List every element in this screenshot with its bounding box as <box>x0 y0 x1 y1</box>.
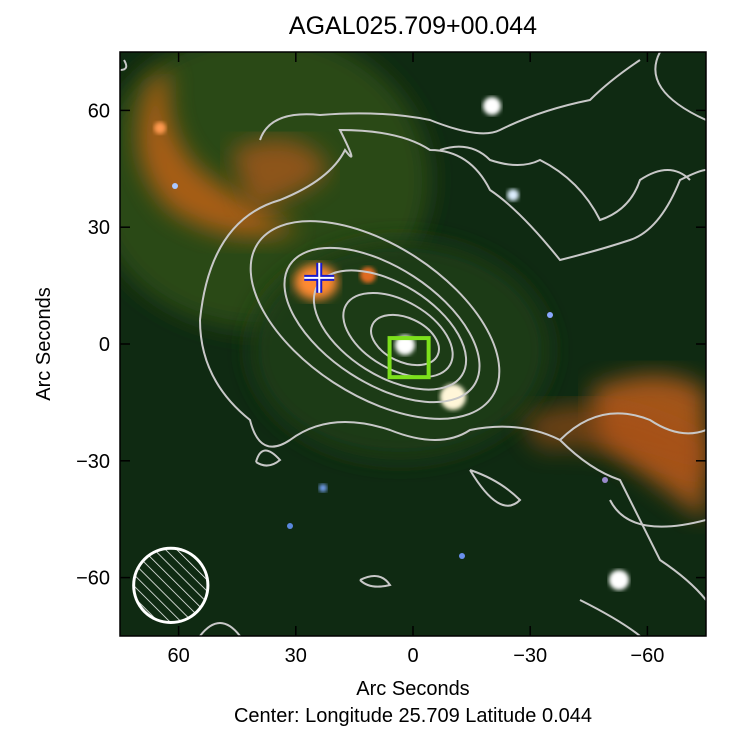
y-tick-label: −30 <box>76 451 110 473</box>
x-tick-label: −60 <box>630 645 664 667</box>
y-axis-label: Arc Seconds <box>33 287 55 400</box>
cross-marker <box>304 262 335 293</box>
chart-title: AGAL025.709+00.044 <box>289 12 537 40</box>
x-tick-label: 0 <box>407 645 418 667</box>
beam <box>132 546 210 624</box>
y-tick-label: 0 <box>99 334 110 356</box>
y-tick-label: −60 <box>76 568 110 590</box>
contours <box>120 52 706 636</box>
x-tick-label: −30 <box>513 645 547 667</box>
y-tick-label: 60 <box>88 100 110 122</box>
sky-image <box>120 52 706 636</box>
x-tick-label: 60 <box>167 645 189 667</box>
y-tick-label: 30 <box>88 217 110 239</box>
caption: Center: Longitude 25.709 Latitude 0.044 <box>234 705 592 727</box>
box-marker <box>387 336 431 380</box>
x-tick-label: 30 <box>285 645 307 667</box>
x-axis-label: Arc Seconds <box>356 678 469 700</box>
